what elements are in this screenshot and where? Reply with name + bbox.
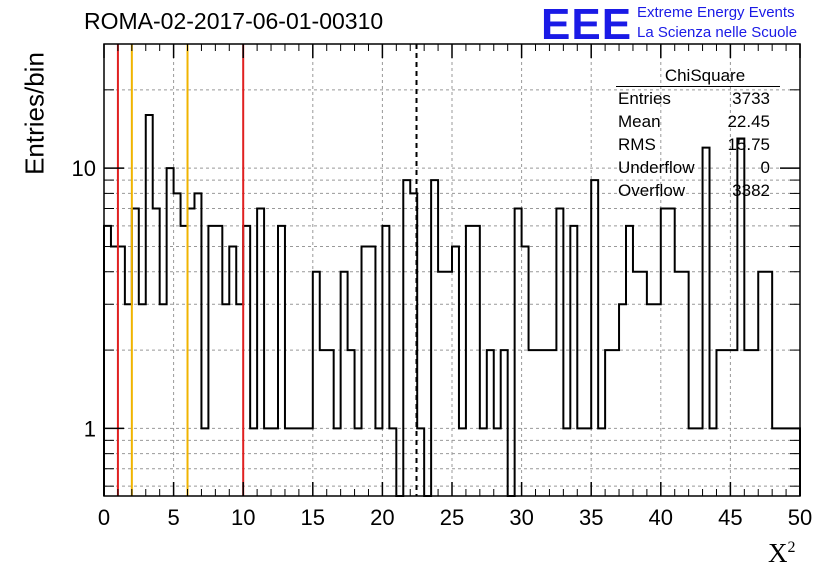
stats-row: RMS 15.75 [612, 133, 780, 156]
x-tick-label: 0 [98, 505, 110, 530]
histogram [103, 114, 801, 497]
x-axis-label-exponent: 2 [787, 539, 796, 556]
chart-title: ROMA-02-2017-06-01-00310 [84, 8, 384, 34]
y-tick-label: 10 [72, 156, 96, 181]
stats-row: Mean 22.45 [612, 110, 780, 133]
stats-value: 22.45 [727, 112, 770, 131]
stats-label: RMS [618, 135, 656, 154]
x-tick-label: 45 [718, 505, 742, 530]
stats-label: Entries [618, 89, 671, 108]
stats-value: 0 [760, 158, 770, 177]
stats-row: Overflow 3382 [612, 179, 780, 202]
axis-ticks: 0 5 10 15 20 25 30 35 40 45 50 1 10 [72, 44, 812, 530]
x-tick-label: 15 [301, 505, 325, 530]
y-axis-label: Entries/bin [19, 52, 50, 175]
x-tick-label: 10 [231, 505, 255, 530]
x-axis-label: X2 [768, 538, 796, 569]
x-tick-label: 40 [649, 505, 673, 530]
eee-logo: EEE [541, 0, 633, 49]
logo-line-1: Extreme Energy Events [637, 4, 795, 21]
stats-label: Overflow [618, 181, 686, 200]
x-tick-label: 50 [788, 505, 812, 530]
y-tick-label: 1 [84, 416, 96, 441]
stats-label: Underflow [618, 158, 695, 177]
reference-lines [116, 44, 418, 496]
x-tick-label: 35 [579, 505, 603, 530]
x-tick-label: 20 [370, 505, 394, 530]
x-tick-label: 25 [440, 505, 464, 530]
x-axis-label-base: X [768, 538, 788, 568]
stats-value: 3733 [732, 89, 770, 108]
stats-box: ChiSquare Entries 3733 Mean 22.45 RMS 15.75… [612, 66, 780, 202]
logo-line-2: La Scienza nelle Scuole [637, 24, 798, 41]
x-tick-label: 5 [167, 505, 179, 530]
stats-row: Entries 3733 [612, 87, 780, 110]
stats-row: Underflow 0 [612, 156, 780, 179]
histogram-outline [103, 114, 801, 497]
stats-label: Mean [618, 112, 661, 131]
x-tick-label: 30 [509, 505, 533, 530]
stats-value: 15.75 [727, 135, 770, 154]
stats-value: 3382 [732, 181, 770, 200]
stats-title: ChiSquare [616, 66, 780, 87]
